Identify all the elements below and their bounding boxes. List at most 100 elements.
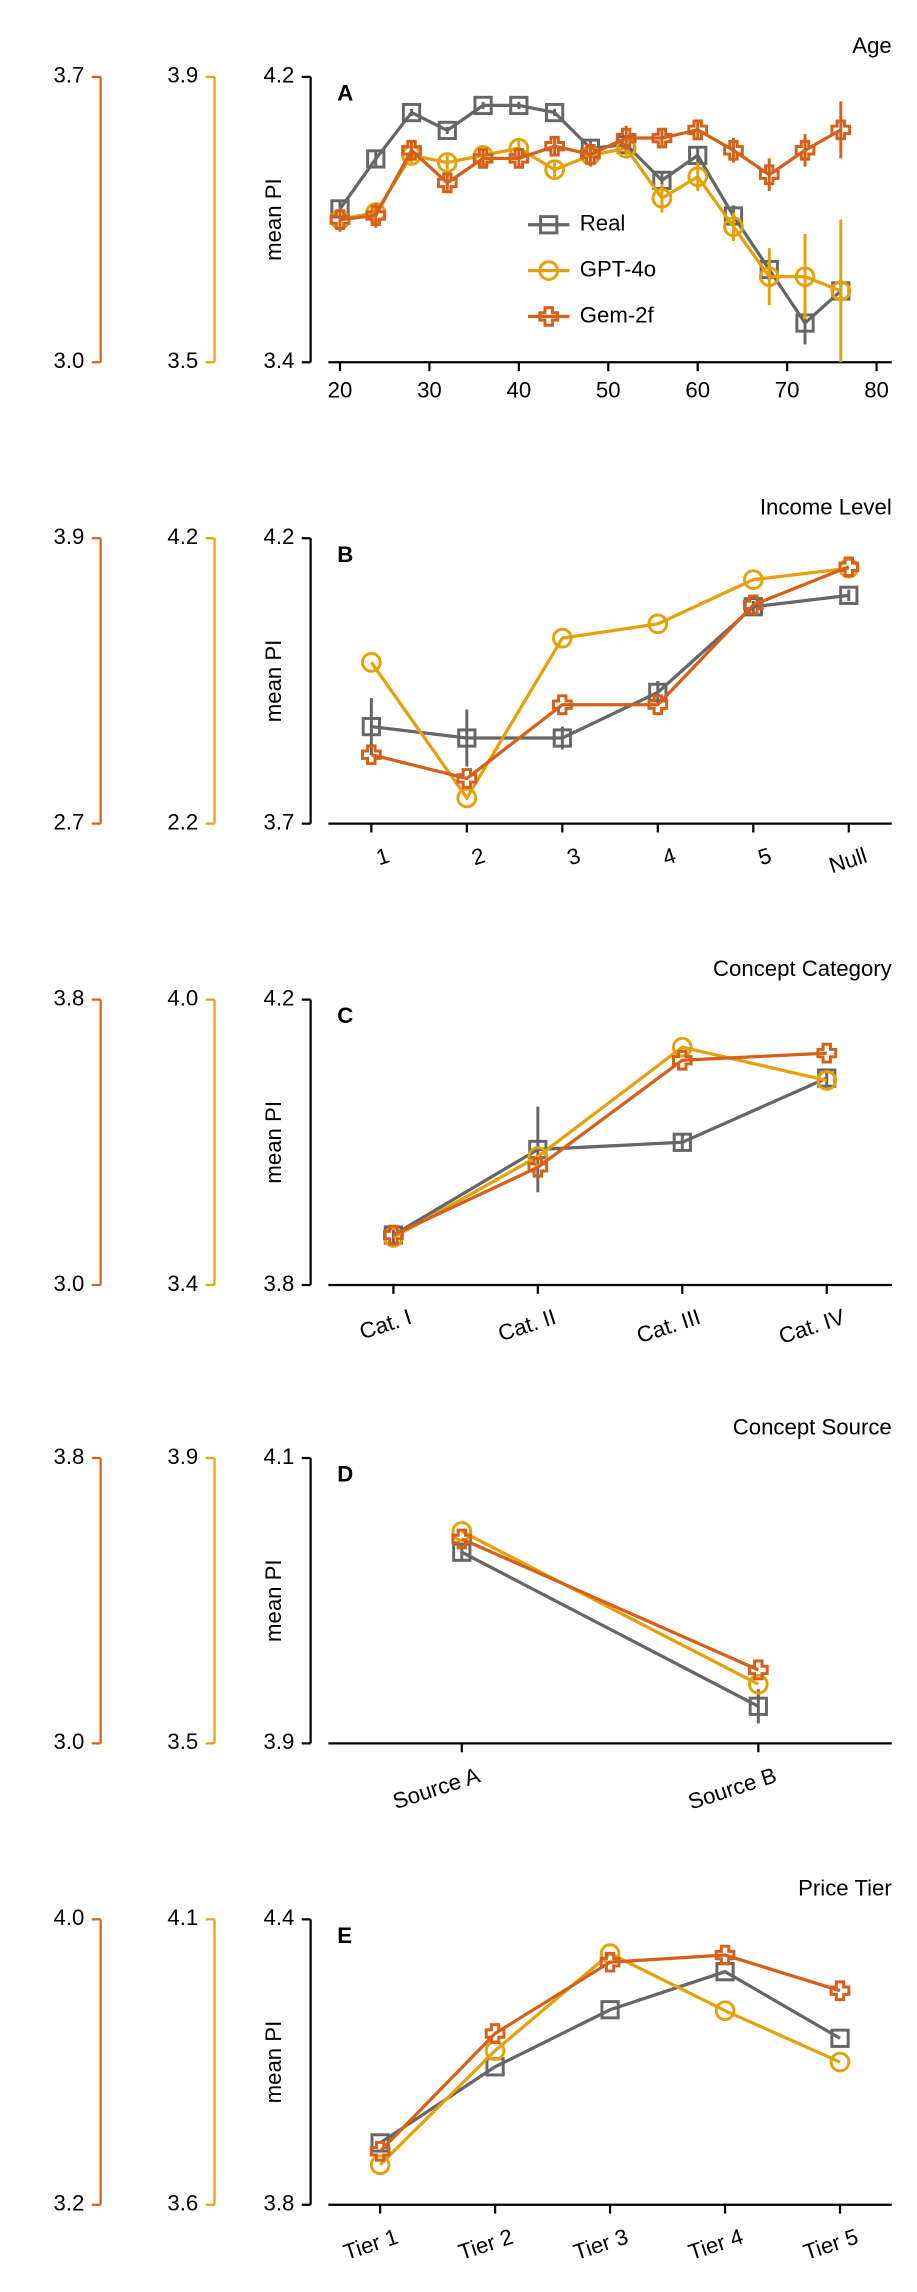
marker <box>830 2028 850 2048</box>
y-tick-label: 4.2 <box>264 524 295 549</box>
x-tick-label: 20 <box>328 378 353 403</box>
series-line <box>392 1051 827 1237</box>
panel-label: A <box>337 80 353 105</box>
y-tick-label: 3.5 <box>167 1729 198 1754</box>
x-tick-label: Tier 4 <box>685 2224 746 2265</box>
marker <box>360 744 382 766</box>
marker <box>538 306 560 327</box>
y-tick-label: 4.2 <box>167 524 198 549</box>
y-tick-label: 4.0 <box>54 1905 85 1930</box>
x-tick-label: 30 <box>417 378 442 403</box>
marker <box>816 1070 838 1091</box>
marker <box>401 102 422 123</box>
x-tick-label: Cat. III <box>634 1304 704 1348</box>
x-tick-label: Tier 5 <box>800 2224 861 2265</box>
marker <box>551 694 573 716</box>
marker <box>539 215 559 235</box>
x-tick-label: Cat. IV <box>776 1304 848 1349</box>
series-line <box>378 1951 841 2166</box>
panel-title: Age <box>852 33 891 58</box>
marker <box>329 209 351 230</box>
y-tick-label: 3.4 <box>264 348 295 373</box>
marker <box>758 164 780 186</box>
y-tick-label: 3.6 <box>167 2191 198 2216</box>
series-line <box>461 1550 760 1708</box>
series-line <box>378 1953 841 2153</box>
legend-label: GPT-4o <box>580 256 656 281</box>
marker <box>714 2000 736 2022</box>
x-tick-label: Cat. I <box>356 1304 414 1344</box>
y-tick-label: 3.0 <box>54 1729 85 1754</box>
panel-label: D <box>337 1462 353 1487</box>
panel-label: E <box>337 1923 352 1948</box>
y-tick-label: 3.9 <box>264 1729 295 1754</box>
y-tick-label: 3.2 <box>54 2191 85 2216</box>
marker <box>794 139 816 161</box>
marker <box>672 1132 692 1152</box>
x-tick-label: 4 <box>659 843 678 871</box>
series-line <box>370 565 850 781</box>
series-line <box>392 1076 828 1237</box>
marker <box>436 172 458 194</box>
y-axis-label: mean PI <box>261 1559 286 1642</box>
marker <box>651 187 673 209</box>
y-tick-label: 3.9 <box>167 63 198 88</box>
marker <box>816 1042 838 1064</box>
marker <box>839 585 859 605</box>
marker <box>714 1944 736 1966</box>
marker <box>544 135 565 157</box>
panel-title: Income Level <box>760 495 892 520</box>
marker <box>452 1542 472 1562</box>
marker <box>508 148 530 169</box>
y-tick-label: 2.7 <box>54 810 85 835</box>
marker <box>742 594 764 616</box>
series-line <box>461 1530 760 1686</box>
legend-label: Gem-2f <box>580 302 655 327</box>
x-tick-label: 40 <box>507 378 532 403</box>
y-tick-label: 3.8 <box>54 1444 85 1469</box>
y-tick-label: 3.8 <box>54 985 85 1010</box>
marker <box>456 787 478 809</box>
y-tick-label: 3.8 <box>264 2191 295 2216</box>
marker <box>451 1528 473 1550</box>
panel-title: Price Tier <box>798 1876 892 1901</box>
marker <box>830 119 852 141</box>
x-tick-label: Tier 3 <box>570 2224 631 2265</box>
y-tick-label: 4.2 <box>264 63 295 88</box>
x-tick-label: Tier 2 <box>455 2224 516 2265</box>
marker <box>437 120 457 141</box>
y-tick-label: 3.4 <box>167 1271 198 1296</box>
x-tick-label: 1 <box>373 843 392 871</box>
marker <box>369 2140 391 2162</box>
marker <box>538 260 560 281</box>
y-tick-label: 3.7 <box>54 63 85 88</box>
y-axis-label: mean PI <box>261 640 286 723</box>
x-tick-label: 3 <box>564 843 583 871</box>
panel-label: B <box>337 542 353 567</box>
y-tick-label: 3.9 <box>167 1444 198 1469</box>
marker <box>600 2000 620 2020</box>
x-tick-label: Source B <box>685 1762 779 1814</box>
marker <box>473 95 493 116</box>
marker <box>365 205 387 226</box>
marker <box>747 1673 769 1695</box>
marker <box>671 1049 693 1071</box>
marker <box>829 2051 851 2073</box>
series-line <box>392 1045 828 1239</box>
y-tick-label: 4.1 <box>264 1444 295 1469</box>
y-tick-label: 4.0 <box>167 985 198 1010</box>
marker <box>758 266 780 288</box>
marker <box>794 266 816 288</box>
series-line <box>461 1537 759 1672</box>
y-tick-label: 3.0 <box>54 348 85 373</box>
marker <box>457 728 477 748</box>
series-line <box>379 1969 841 2145</box>
marker <box>552 728 572 748</box>
marker <box>472 148 494 169</box>
x-tick-label: Source A <box>390 1762 483 1814</box>
x-tick-label: 60 <box>685 378 710 403</box>
marker <box>748 1696 768 1716</box>
marker <box>647 694 669 716</box>
marker <box>544 159 565 180</box>
